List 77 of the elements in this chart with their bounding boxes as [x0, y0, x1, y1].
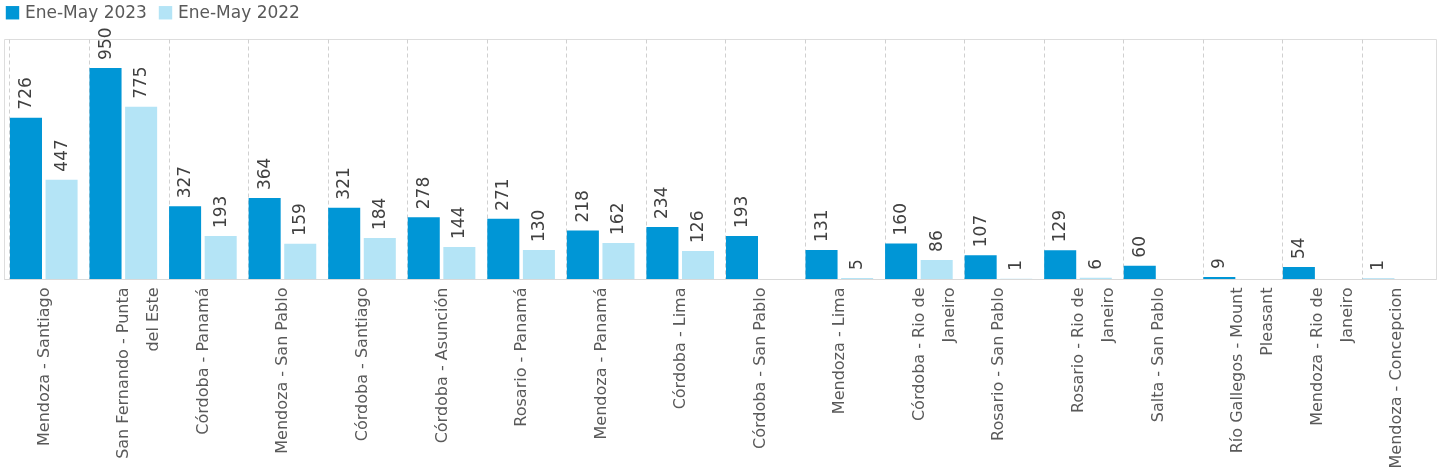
- data-label: 775: [130, 66, 151, 99]
- data-label: 321: [333, 167, 354, 200]
- bar: [522, 250, 555, 279]
- data-label: 1: [1367, 259, 1388, 271]
- bar: [646, 227, 679, 279]
- data-label: 126: [687, 210, 708, 243]
- bar: [725, 236, 758, 279]
- data-label: 726: [14, 77, 35, 110]
- bar: [363, 238, 396, 279]
- data-label: 193: [209, 195, 230, 229]
- data-label: 129: [1049, 209, 1070, 243]
- data-label: 60: [1128, 236, 1149, 258]
- data-label: 218: [571, 190, 592, 223]
- x-tick-label: Córdoba - Asunción: [431, 287, 451, 444]
- data-label: 162: [607, 202, 628, 235]
- x-tick-label: Salta - San Pablo: [1147, 287, 1167, 423]
- bar: [125, 106, 158, 279]
- data-label: 9: [1208, 258, 1229, 269]
- bar: [284, 243, 317, 279]
- bar: [9, 117, 42, 279]
- bar: [1282, 267, 1315, 279]
- x-tick-label: Rosario - San Pablo: [988, 287, 1008, 441]
- bar: [566, 230, 599, 279]
- data-label: 130: [527, 209, 548, 243]
- x-tick-label: Mendoza - Santiago: [33, 287, 53, 446]
- bar: [885, 243, 918, 279]
- bar: [682, 251, 715, 279]
- legend-label: Ene-May 2022: [178, 1, 300, 22]
- bar: [1044, 250, 1077, 279]
- data-label: 364: [253, 157, 274, 191]
- x-tick-label: Mendoza - Concepcion: [1386, 287, 1406, 469]
- x-tick-label: Río Gallegos - Mount Pleasant: [1227, 287, 1277, 454]
- data-label: 234: [651, 186, 672, 219]
- data-label: 86: [925, 230, 946, 252]
- data-label: 327: [174, 165, 195, 199]
- data-label: 131: [810, 209, 831, 242]
- x-tick-label: Córdoba - Panamá: [192, 287, 212, 435]
- bar: [805, 249, 838, 279]
- bar: [204, 236, 237, 279]
- bar: [964, 255, 997, 279]
- data-label: 278: [412, 176, 433, 210]
- bar: [1123, 265, 1156, 279]
- x-tick-label: Mendoza - San Pablo: [272, 287, 292, 454]
- x-tick-label: Mendoza - Lima: [829, 287, 849, 415]
- legend-label: Ene-May 2023: [25, 1, 147, 22]
- x-tick-label: Córdoba - San Pablo: [749, 287, 769, 449]
- data-label: 184: [368, 197, 389, 231]
- data-label: 144: [448, 206, 469, 239]
- bar: [407, 217, 440, 279]
- data-label: 271: [492, 178, 513, 211]
- data-label: 160: [890, 202, 911, 236]
- bar: [169, 206, 202, 279]
- data-label: 1: [1005, 259, 1026, 271]
- data-label: 159: [289, 203, 310, 236]
- x-tick-label: Córdoba - Rio de Janeiro: [908, 287, 958, 422]
- bar: [89, 67, 122, 279]
- data-label: 447: [50, 139, 71, 172]
- bar: [248, 198, 281, 279]
- bar: [328, 207, 361, 279]
- bar: [487, 218, 520, 279]
- x-tick-label: Mendoza - Rio de Janeiro: [1306, 287, 1356, 426]
- x-tick-label: Rosario - Panamá: [511, 287, 531, 427]
- data-label: 5: [846, 259, 867, 270]
- bar: [45, 179, 78, 279]
- x-tick-label: Córdoba - Lima: [670, 287, 690, 410]
- x-tick-label: Córdoba - Santiago: [352, 287, 371, 442]
- data-label: 950: [94, 27, 115, 60]
- x-tick-label: Mendoza - Panamá: [590, 287, 610, 440]
- x-tick-label: San Fernando - Punta del Este: [113, 287, 163, 459]
- data-label: 193: [730, 195, 751, 229]
- data-label: 6: [1084, 258, 1105, 270]
- bar: [602, 243, 635, 279]
- data-label: 107: [969, 214, 990, 248]
- bar: [920, 259, 953, 279]
- x-tick-label: Rosario - Rio de Janeiro: [1068, 287, 1117, 414]
- data-label: 54: [1287, 237, 1308, 259]
- bar: [443, 247, 476, 279]
